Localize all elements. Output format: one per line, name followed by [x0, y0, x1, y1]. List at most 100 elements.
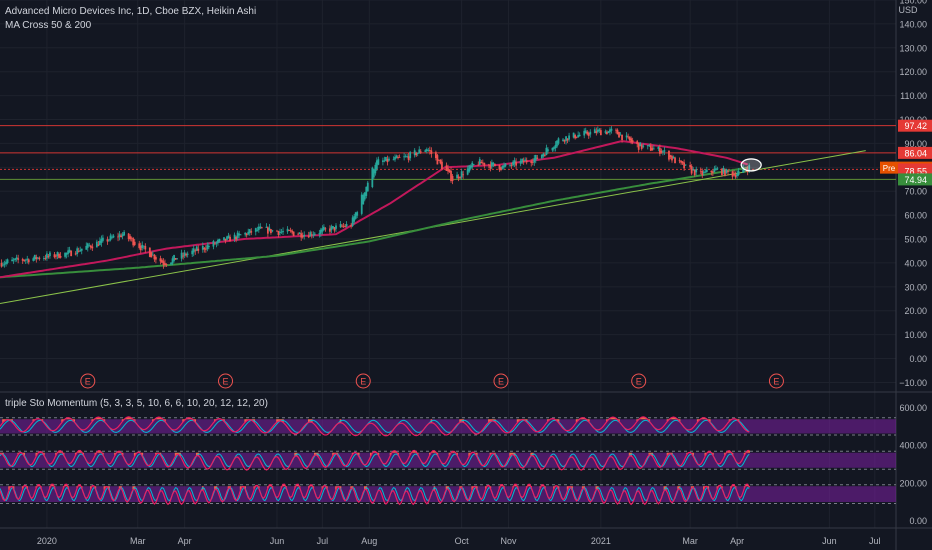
y-tick-label: 40.00	[904, 258, 927, 268]
candle-body	[487, 164, 490, 166]
candle-body	[203, 247, 206, 250]
y-tick-label: 60.00	[904, 211, 927, 221]
candle-body	[519, 160, 522, 164]
candle-body	[542, 153, 545, 157]
candle-body	[515, 161, 518, 166]
candle-body	[194, 250, 197, 252]
earnings-label: E	[498, 377, 504, 387]
candle-body	[132, 238, 135, 246]
candle-body	[351, 217, 354, 226]
candle-body	[660, 150, 663, 153]
candle-body	[173, 255, 175, 261]
y-tick-label: 120.00	[899, 67, 927, 77]
y-tick-label: 110.00	[900, 91, 927, 101]
candle-body	[434, 152, 437, 159]
candle-body	[292, 231, 295, 236]
y-tick-label: 140.00	[899, 19, 927, 29]
candle-body	[162, 261, 165, 265]
earnings-marker	[80, 373, 96, 389]
x-tick-label: Nov	[501, 536, 518, 546]
candle-body	[492, 162, 495, 165]
candle-body	[395, 155, 398, 159]
candle-body	[117, 236, 119, 238]
price-tag-label: 74.94	[904, 175, 927, 185]
candle-body	[70, 250, 73, 257]
earnings-marker	[355, 373, 371, 389]
candle-body	[300, 233, 303, 238]
candle-body	[385, 157, 387, 161]
currency-label: USD	[898, 5, 918, 15]
price-tag-bg	[880, 161, 898, 174]
candle-body	[182, 255, 185, 257]
candle-body	[313, 233, 316, 235]
candle-body	[21, 259, 24, 261]
candle-body	[415, 152, 418, 156]
x-tick-label: Mar	[682, 536, 698, 546]
candle-body	[636, 141, 639, 145]
y-tick-label: 0.00	[909, 354, 927, 364]
earnings-label: E	[223, 377, 229, 387]
candle-body	[439, 159, 442, 164]
candle-body	[377, 159, 380, 165]
candle-body	[98, 240, 101, 246]
candle-body	[366, 182, 369, 192]
y-tick-label: 10.00	[904, 330, 927, 340]
candle-body	[319, 229, 322, 234]
candle-body	[38, 257, 41, 260]
candle-body	[427, 149, 430, 151]
candle-body	[512, 161, 514, 166]
instrument-title: Advanced Micro Devices Inc, 1D, Cboe BZX…	[5, 6, 257, 17]
candle-body	[722, 167, 725, 172]
candle-body	[556, 140, 558, 147]
candle-body	[531, 162, 534, 163]
candle-body	[524, 159, 527, 162]
candle-body	[705, 169, 708, 172]
candle-body	[109, 235, 112, 241]
candle-body	[534, 154, 537, 161]
candle-body	[683, 162, 686, 169]
candle-body	[268, 227, 271, 231]
candle-body	[513, 160, 516, 164]
candle-body	[257, 226, 260, 230]
candle-body	[604, 131, 607, 133]
candle-body	[469, 165, 472, 169]
candle-body	[100, 238, 103, 243]
candle-body	[563, 140, 566, 142]
candle-body	[310, 234, 313, 236]
candle-body	[176, 258, 178, 260]
candle-body	[618, 132, 620, 138]
x-tick-label: Jul	[869, 536, 881, 546]
price-tag-label: 97.42	[904, 121, 927, 131]
y-tick-label: −10.00	[899, 378, 927, 388]
candle-body	[642, 145, 645, 147]
candle-body	[447, 168, 449, 172]
candle-body	[451, 175, 454, 181]
candle-body	[56, 251, 59, 257]
candle-body	[418, 149, 421, 154]
candle-body	[118, 234, 121, 237]
earnings-marker	[631, 373, 647, 389]
price-tag-label: Pre	[883, 164, 896, 173]
candle-body	[716, 168, 719, 170]
candle-body	[553, 147, 555, 150]
candle-body	[330, 226, 333, 231]
candle-body	[386, 158, 389, 163]
candle-body	[341, 225, 343, 227]
candle-body	[504, 163, 507, 167]
x-tick-label: Jun	[270, 536, 285, 546]
candle-body	[192, 248, 195, 253]
ma200-line	[0, 166, 748, 279]
candle-body	[335, 225, 337, 229]
y-tick-label: 90.00	[904, 139, 927, 149]
candle-body	[42, 258, 45, 259]
candle-body	[322, 226, 325, 231]
candle-body	[490, 162, 493, 167]
candle-body	[525, 160, 528, 163]
candle-body	[303, 234, 306, 237]
candle-body	[307, 235, 310, 238]
candle-body	[375, 160, 378, 170]
candle-body	[226, 236, 228, 240]
candle-body	[684, 164, 687, 166]
osc-y-tick-label: 0.00	[909, 516, 927, 526]
